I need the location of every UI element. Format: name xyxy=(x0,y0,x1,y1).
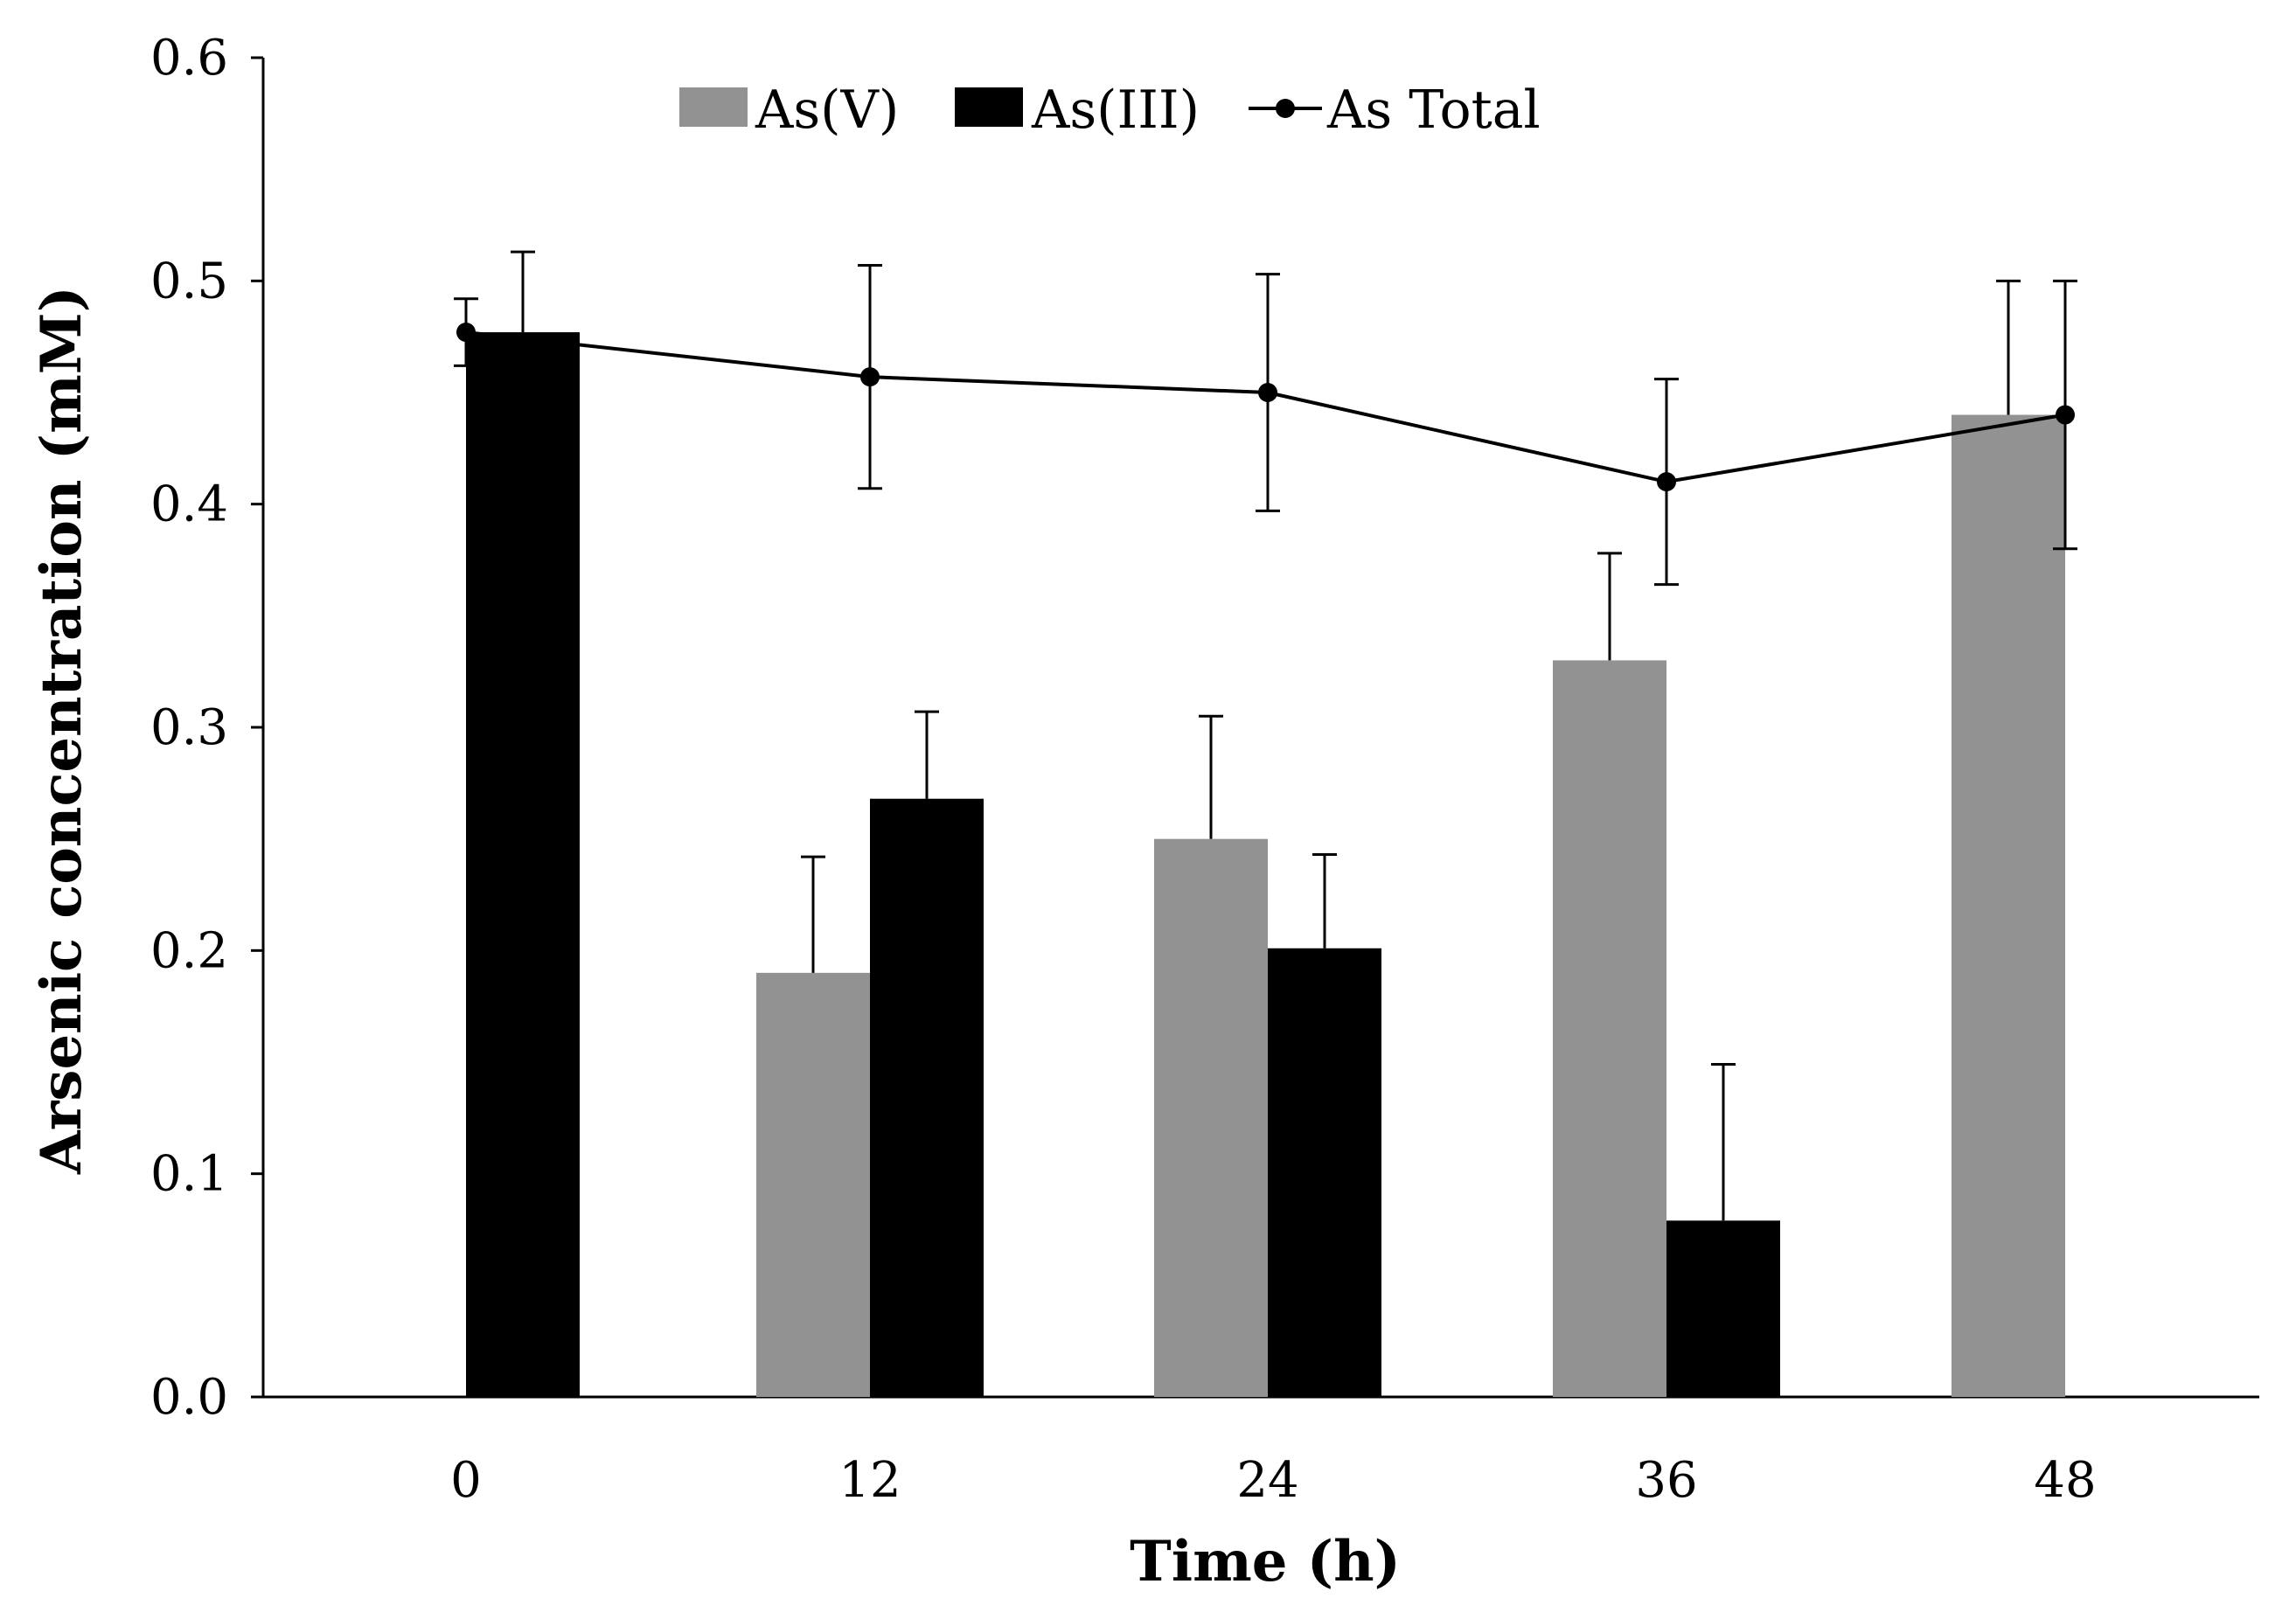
y-tick-label: 0.2 xyxy=(150,922,228,979)
axes: 0.0 0.1 0.2 0.3 0.4 0.5 0.6 0 12 24 36 48 xyxy=(150,30,2259,1509)
x-tick-label: 48 xyxy=(2034,1452,2096,1509)
legend-swatch-as-iii xyxy=(955,87,1023,127)
error-bars xyxy=(454,250,2077,1221)
x-tick-label: 36 xyxy=(1635,1452,1697,1509)
bar-as-iii xyxy=(870,798,984,1397)
y-tick-label: 0.0 xyxy=(150,1369,228,1426)
y-axis-title: Arsenic concentration (mM) xyxy=(29,286,94,1175)
bar-as-v xyxy=(1154,838,1268,1397)
total-line xyxy=(456,323,2075,492)
bar-as-iii xyxy=(1268,948,1381,1397)
legend-label-as-v: As(V) xyxy=(755,80,899,141)
y-tick-label: 0.5 xyxy=(150,253,228,309)
bar-as-v xyxy=(1553,660,1666,1397)
legend-label-as-total: As Total xyxy=(1326,80,1541,141)
bar-as-iii xyxy=(1666,1220,1780,1397)
y-tick-label: 0.3 xyxy=(150,699,228,756)
y-tick-label: 0.4 xyxy=(150,476,228,533)
x-tick-label: 24 xyxy=(1236,1452,1298,1509)
x-tick-label: 12 xyxy=(838,1452,901,1509)
bar-as-iii xyxy=(466,332,580,1397)
legend-swatch-as-total-point xyxy=(1276,99,1295,118)
bar-as-v xyxy=(756,972,870,1397)
legend-swatch-as-v xyxy=(679,87,748,127)
bar-as-v xyxy=(1952,414,2065,1397)
as-total-line xyxy=(465,330,2066,484)
legend: As(V) As(III) As Total xyxy=(679,80,1541,141)
legend-label-as-iii: As(III) xyxy=(1031,80,1200,141)
x-axis-title: Time (h) xyxy=(1130,1529,1401,1595)
bars xyxy=(466,332,2065,1397)
y-tick-label: 0.6 xyxy=(150,30,228,87)
y-tick-label: 0.1 xyxy=(150,1146,228,1203)
x-tick-label: 0 xyxy=(450,1452,482,1509)
